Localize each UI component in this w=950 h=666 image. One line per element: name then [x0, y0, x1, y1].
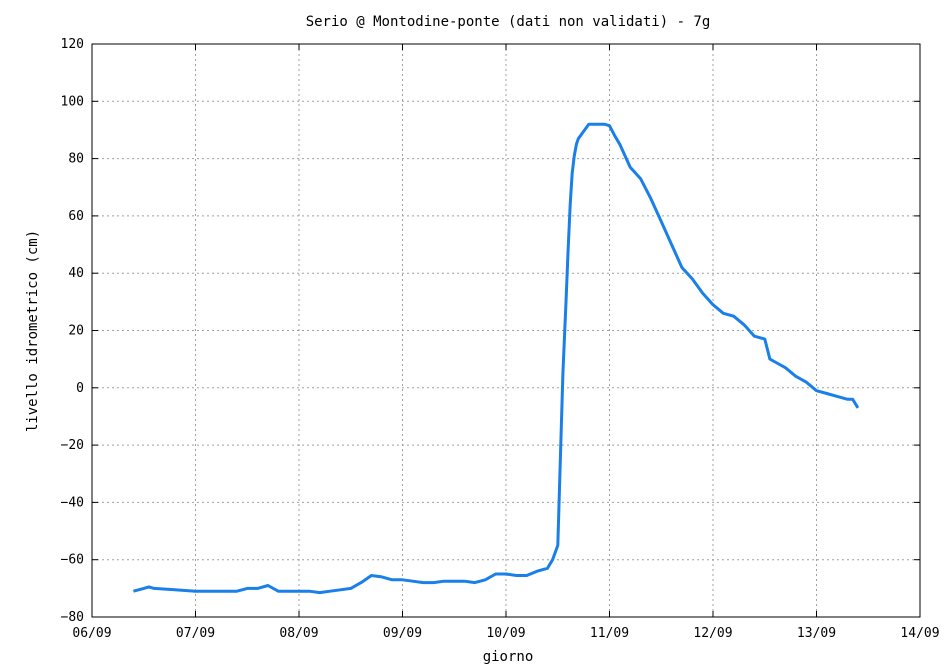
- y-tick-label: 80: [68, 152, 84, 167]
- x-tick-label: 10/09: [486, 626, 525, 641]
- x-tick-label: 14/09: [900, 626, 939, 641]
- x-tick-label: 08/09: [279, 626, 318, 641]
- x-tick-label: 13/09: [797, 626, 836, 641]
- series-line-livello: [133, 122, 860, 595]
- y-axis-label: livello idrometrico (cm): [25, 230, 41, 432]
- y-tick-label: 120: [61, 37, 84, 52]
- y-tick-label: −20: [61, 438, 84, 453]
- y-tick-label: 100: [61, 94, 84, 109]
- x-axis-label: giorno: [483, 649, 534, 665]
- x-tick-label: 09/09: [383, 626, 422, 641]
- y-tick-label: 60: [68, 209, 84, 224]
- x-tick-label: 06/09: [72, 626, 111, 641]
- y-tick-label: −40: [61, 495, 84, 510]
- x-tick-label: 07/09: [176, 626, 215, 641]
- x-tick-labels: 06/09 07/09 08/09 09/09 10/09 11/09 12/09 13/09…: [72, 626, 939, 641]
- y-tick-label: 0: [76, 381, 84, 396]
- chart-title: Serio @ Montodine-ponte (dati non valida…: [306, 14, 711, 30]
- x-tick-label: 11/09: [590, 626, 629, 641]
- y-tick-labels: −80 −60 −40 −20 0 20 40 60 80 100 120: [61, 37, 84, 625]
- axis-ticks: [91, 43, 921, 618]
- y-tick-label: −60: [61, 553, 84, 568]
- grid-lines: [92, 44, 920, 617]
- x-tick-label: 12/09: [693, 626, 732, 641]
- y-tick-label: 40: [68, 266, 84, 281]
- y-tick-label: −80: [61, 610, 84, 625]
- y-tick-label: 20: [68, 324, 84, 339]
